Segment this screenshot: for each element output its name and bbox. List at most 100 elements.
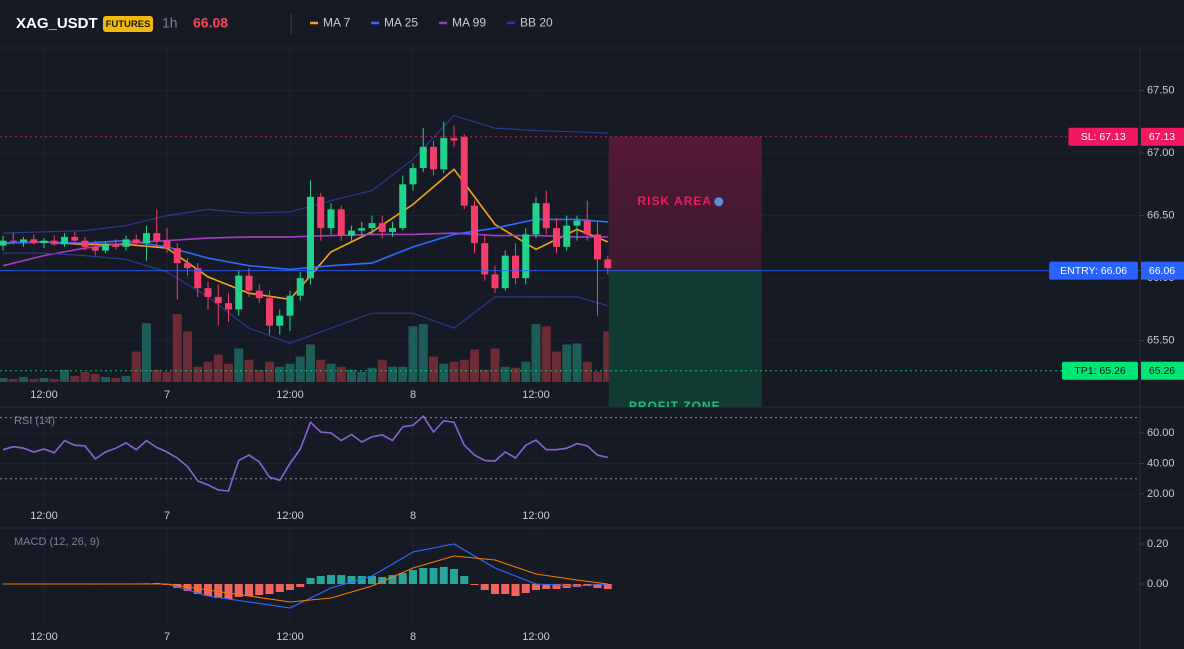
level-tag: SL: 67.13	[1081, 131, 1126, 143]
volume-bar	[541, 326, 551, 382]
macd-bar	[368, 576, 376, 584]
candle-body	[440, 138, 448, 170]
volume-bar	[418, 324, 428, 382]
last-price: 66.08	[193, 15, 228, 31]
level-tag-bg	[1068, 127, 1138, 146]
candle-body	[50, 240, 58, 245]
volume-bar	[398, 366, 408, 382]
volume-bar	[213, 354, 223, 382]
candle-body	[102, 244, 109, 251]
candle-body	[409, 168, 417, 185]
x-tick-label: 7	[164, 631, 170, 643]
volume-bar	[172, 314, 182, 382]
macd-line	[3, 555, 608, 603]
volume-bar	[326, 363, 336, 382]
x-tick-label: 12:00	[30, 631, 58, 643]
volume-bar	[295, 356, 305, 382]
volume-bar	[521, 361, 531, 382]
macd-bar	[552, 584, 561, 589]
candle-body	[214, 296, 222, 304]
volume-bar	[183, 331, 192, 382]
macd-bar	[470, 584, 479, 585]
candle-body	[450, 138, 458, 141]
volume-bar	[480, 369, 490, 382]
badge: FUTURES	[106, 19, 151, 30]
candle-body	[204, 288, 212, 297]
x-tick-label: 8	[410, 389, 416, 401]
level-value-bg	[1141, 127, 1184, 146]
level-value: 67.13	[1149, 131, 1175, 143]
overlay-line	[3, 252, 608, 344]
volume-bar	[162, 371, 172, 382]
risk-zone-label: RISK AREA	[637, 194, 712, 208]
x-tick-label: 12:00	[522, 389, 550, 401]
volume-bar	[367, 367, 377, 382]
macd-bar	[532, 584, 540, 590]
volume-bar	[500, 366, 510, 382]
volume-bar	[562, 344, 572, 382]
candle-body	[296, 278, 304, 296]
candle-body	[594, 234, 601, 260]
candle-body	[245, 275, 253, 291]
candle-body	[604, 259, 612, 269]
volume-bar	[552, 351, 561, 382]
level-value-bg	[1141, 361, 1184, 380]
candle-body	[286, 295, 294, 316]
volume-bar	[459, 359, 469, 382]
macd-bar	[511, 584, 520, 596]
candle-body	[491, 274, 499, 289]
volume-bar	[49, 378, 59, 382]
macd-bar	[501, 584, 510, 594]
candle-body	[30, 239, 38, 244]
candle-body	[71, 236, 79, 241]
x-tick-label: 12:00	[276, 510, 304, 522]
volume-bar	[572, 343, 582, 382]
candle-body	[184, 263, 191, 269]
candle-body	[532, 203, 540, 235]
candle-body	[481, 243, 489, 275]
macd-bar	[388, 575, 397, 584]
level-tag-bg	[1062, 361, 1138, 380]
candle-body	[255, 290, 263, 299]
candle-body	[430, 146, 437, 170]
volume-bar	[29, 378, 39, 382]
macd-bar	[265, 584, 274, 594]
volume-bar	[429, 356, 438, 382]
volume-bar	[603, 331, 613, 382]
x-tick-label: 8	[410, 510, 416, 522]
candle-body	[20, 239, 27, 242]
volume-bar	[388, 366, 397, 382]
x-tick-label: 12:00	[522, 510, 550, 522]
candle-body	[122, 239, 130, 247]
x-tick-label: 7	[164, 510, 170, 522]
candle-body	[471, 205, 478, 244]
macd-bar	[296, 584, 305, 587]
level-value-bg	[1141, 261, 1184, 280]
candle-body	[112, 244, 120, 247]
macd-bar	[275, 584, 284, 592]
volume-bar	[19, 376, 28, 382]
candle-body	[173, 248, 181, 264]
volume-bar	[531, 324, 541, 382]
candle-body	[143, 233, 150, 244]
volume-bar	[265, 361, 274, 382]
volume-bar	[203, 361, 213, 382]
x-tick-label: 7	[164, 389, 170, 401]
macd-bar	[429, 568, 438, 584]
macd-bar	[255, 584, 264, 595]
y-tick-label: 0.00	[1147, 578, 1168, 590]
candle-body	[266, 298, 273, 326]
x-tick-label: 12:00	[522, 631, 550, 643]
candle-body	[358, 228, 366, 231]
candle-body	[276, 315, 284, 326]
level-value: 65.26	[1149, 365, 1175, 377]
legend-label: MA 7	[323, 16, 351, 30]
y-tick-label: 65.50	[1147, 335, 1175, 347]
candle-body	[542, 203, 550, 229]
interval: 1h	[162, 15, 178, 31]
macd-bar	[378, 577, 387, 584]
volume-bar	[70, 375, 80, 382]
